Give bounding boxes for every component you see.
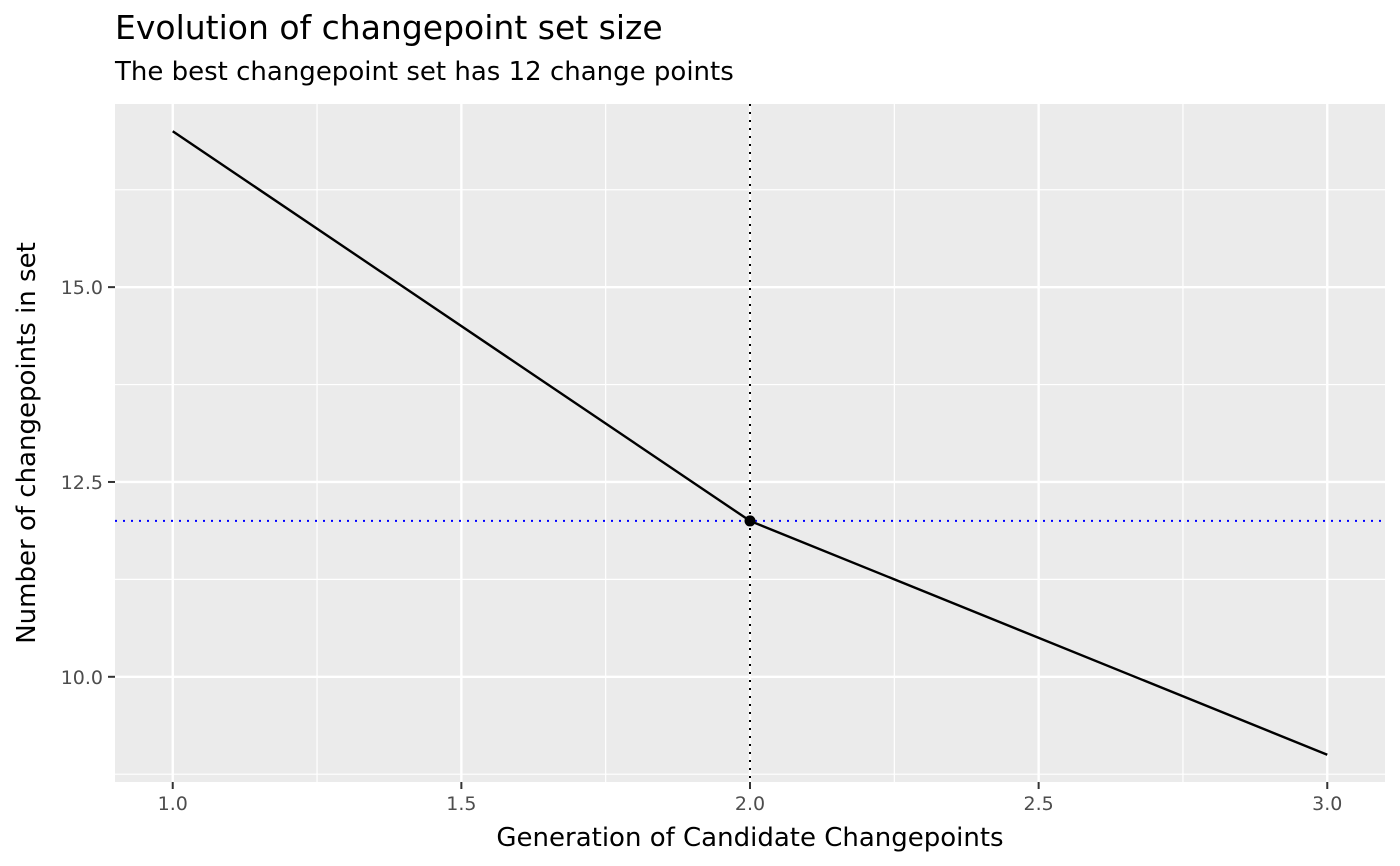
reference-lines (115, 104, 1385, 782)
series-layer (172, 130, 1328, 756)
major-gridlines (115, 104, 1385, 782)
x-tick-label: 2.0 (735, 793, 765, 815)
highlight-point (744, 515, 756, 527)
y-axis-title: Number of changepoints in set (12, 242, 42, 644)
y-tick-label: 10.0 (61, 667, 103, 689)
chart-subtitle: The best changepoint set has 12 change p… (115, 57, 734, 87)
x-tick-label: 1.5 (446, 793, 476, 815)
x-tick-label: 1.0 (158, 793, 188, 815)
x-tick-label: 3.0 (1312, 793, 1342, 815)
y-tick-label: 15.0 (61, 277, 103, 299)
axes: 1.0 1.5 2.0 2.5 3.0 10.0 12.5 15.0 (61, 277, 1343, 815)
x-tick-label: 2.5 (1024, 793, 1054, 815)
y-tick-label: 12.5 (61, 472, 103, 494)
x-axis-title: Generation of Candidate Changepoints (496, 823, 1003, 853)
chart-title: Evolution of changepoint set size (115, 8, 663, 47)
